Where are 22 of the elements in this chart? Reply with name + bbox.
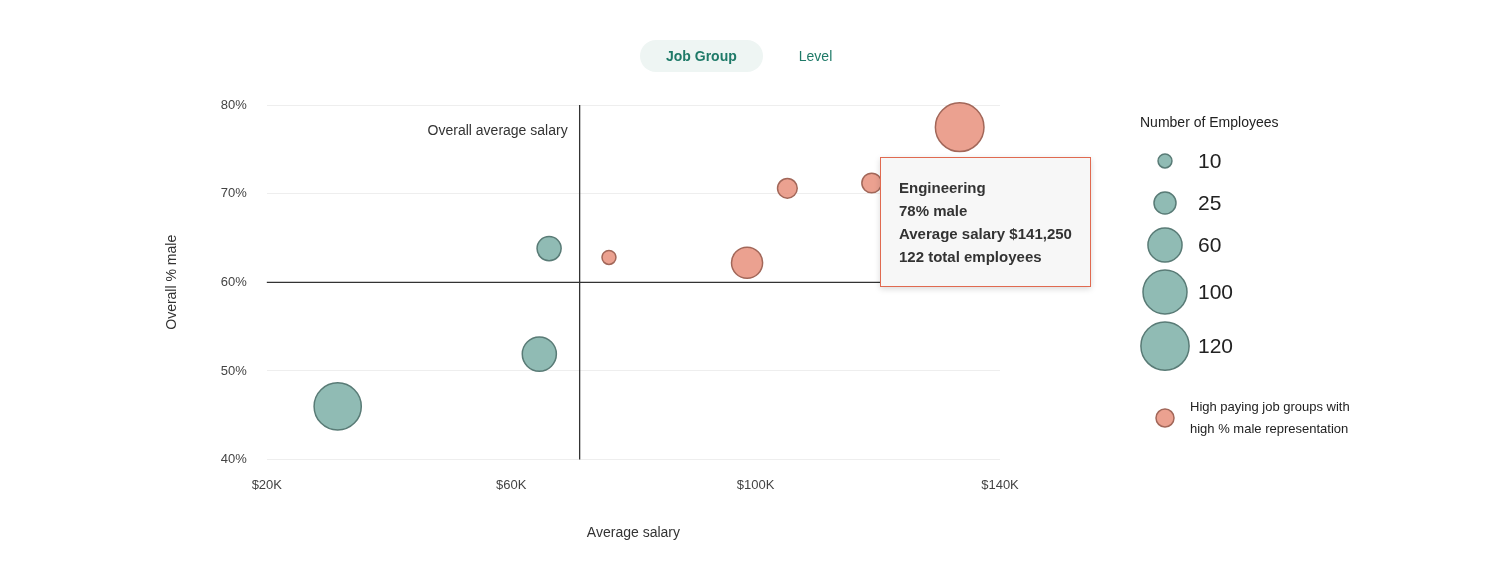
x-tick-label: $20K xyxy=(251,476,283,492)
legend-label: 10 xyxy=(1198,149,1222,173)
tooltip-box: Engineering 78% male Average salary $141,250 122 total employees xyxy=(880,157,1091,287)
y-tick-label: 40% xyxy=(220,451,248,467)
ref-line-label: Overall average salary xyxy=(427,122,568,138)
y-tick-label: 70% xyxy=(220,185,248,201)
y-axis-title: Overall % male xyxy=(163,234,180,330)
x-axis-title: Average salary xyxy=(586,524,680,541)
y-tick-label: 60% xyxy=(220,273,248,289)
x-tick-label: $100K xyxy=(736,476,775,492)
x-tick-label: $60K xyxy=(496,476,527,492)
tab-button: Job Group xyxy=(640,40,763,72)
y-tick-label: 80% xyxy=(220,96,248,112)
legend-label: 100 xyxy=(1198,280,1234,305)
legend-label: 120 xyxy=(1198,334,1234,359)
y-tick-label: 50% xyxy=(220,362,248,378)
text: Level xyxy=(797,47,834,66)
legend-title: Number of Employees xyxy=(1140,114,1280,130)
legend-label: 60 xyxy=(1198,233,1222,258)
legend-label: High paying job groups with high % male representation xyxy=(1190,398,1351,439)
x-tick-label: $140K xyxy=(981,476,1020,492)
legend-label: 25 xyxy=(1198,191,1222,215)
